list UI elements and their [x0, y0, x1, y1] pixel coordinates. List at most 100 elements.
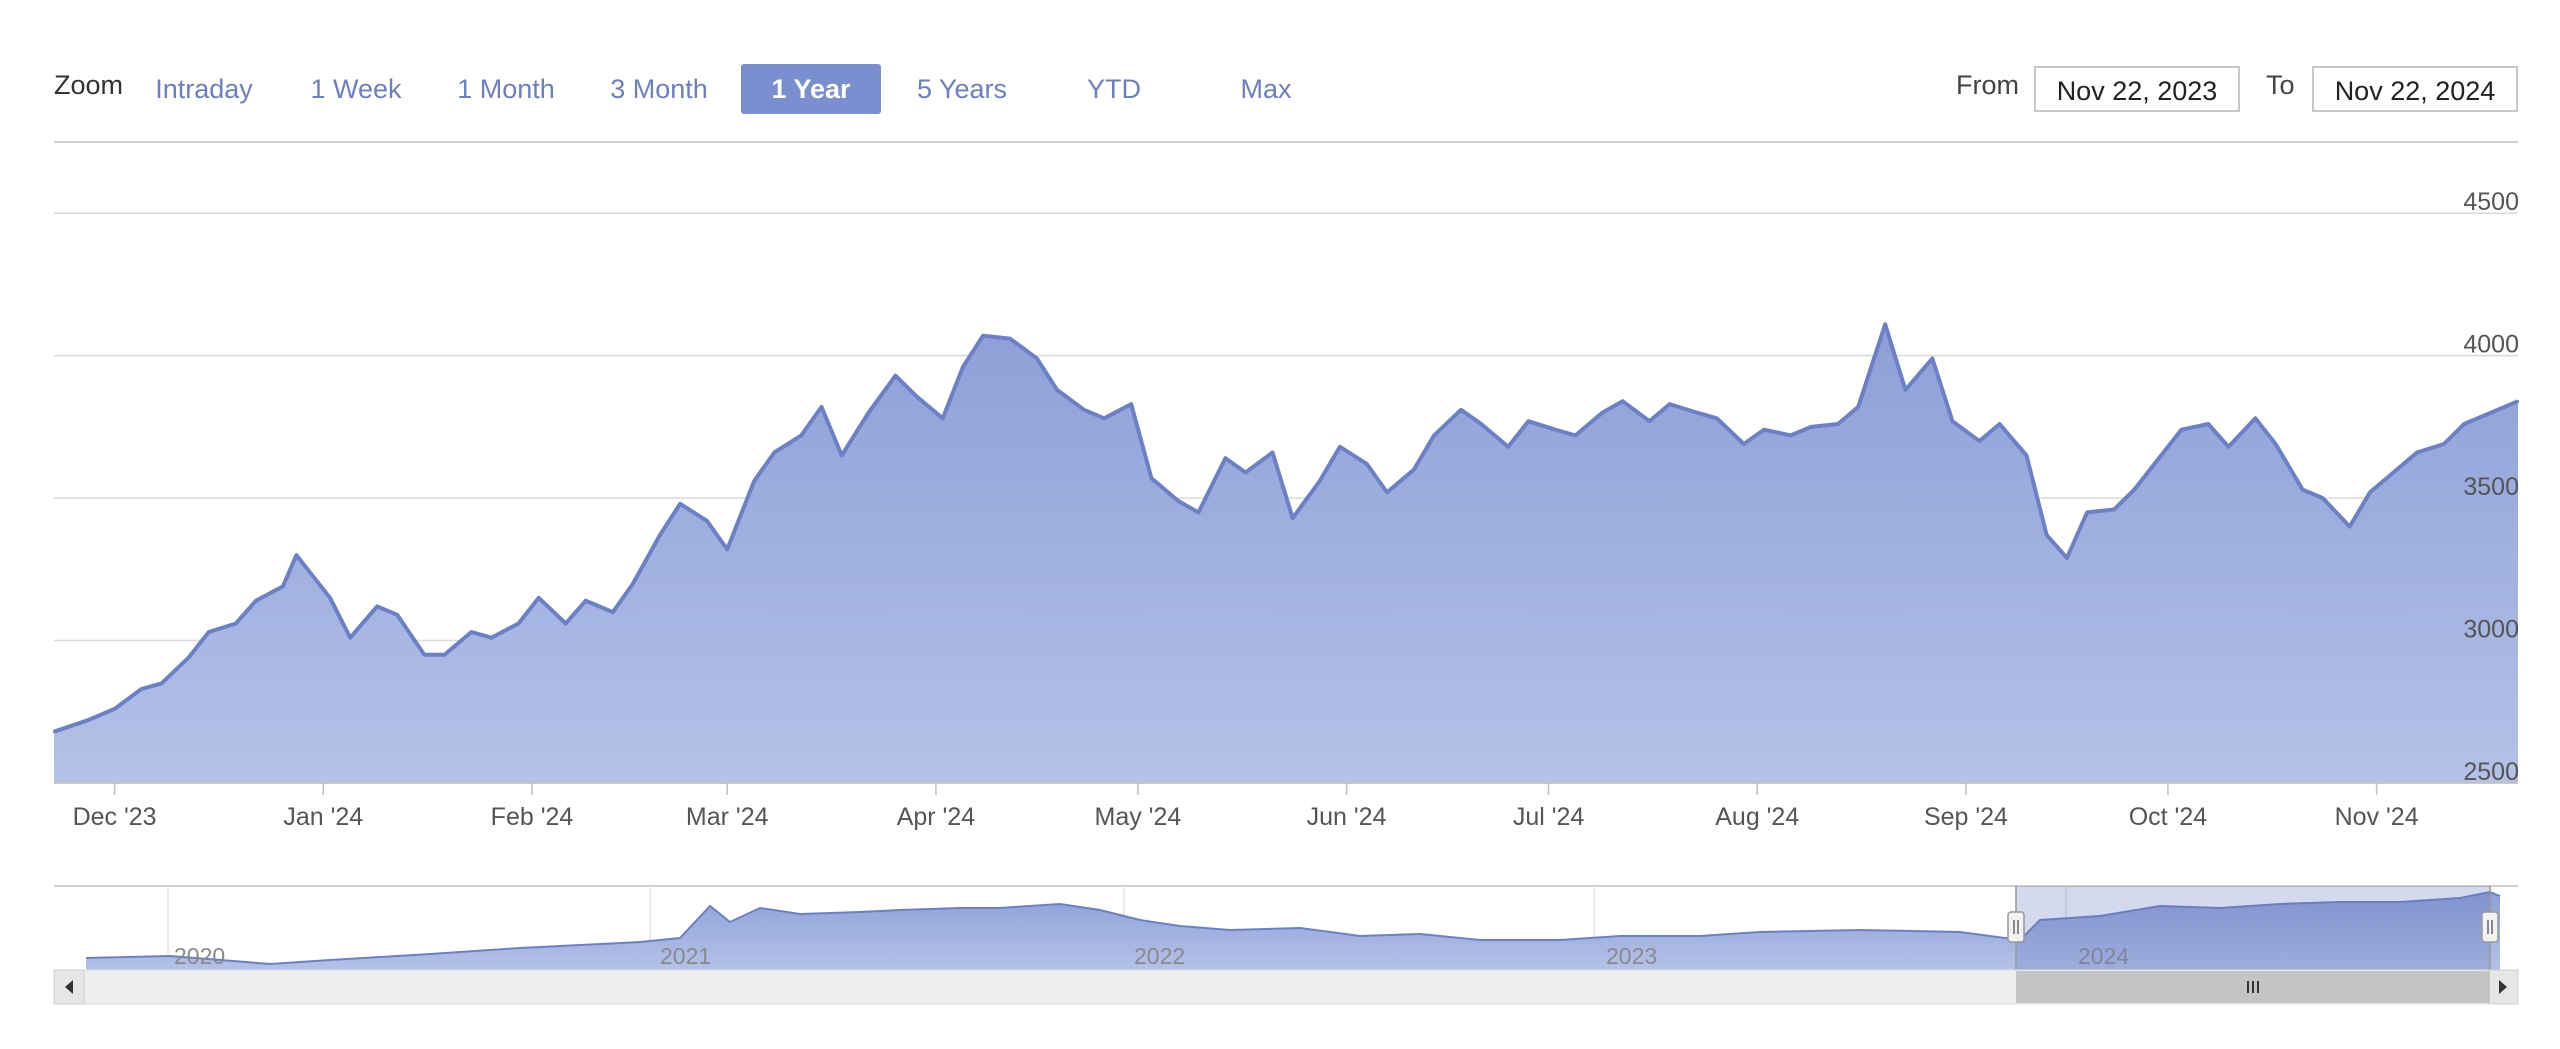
series-area	[54, 324, 2518, 783]
data-point	[1554, 428, 1557, 431]
data-point	[867, 411, 870, 414]
navigator-series-line	[85, 890, 2501, 966]
zoom-ytd-button[interactable]: YTD	[1087, 74, 1141, 104]
data-point	[160, 682, 163, 685]
data-point	[1385, 491, 1389, 494]
zoom-intraday-button[interactable]: Intraday	[155, 74, 253, 104]
data-point	[1244, 471, 1247, 474]
x-tick-label: Mar '24	[686, 803, 769, 831]
data-point	[207, 630, 211, 634]
from-date-input[interactable]: Nov 22, 2023	[2034, 66, 2240, 112]
navigator-series-area	[86, 892, 2500, 970]
data-point	[490, 636, 493, 639]
data-point	[1857, 405, 1860, 409]
data-point	[2207, 422, 2210, 426]
data-point	[1527, 419, 1530, 423]
data-point	[423, 653, 426, 656]
data-point	[914, 394, 917, 397]
data-point	[1809, 425, 1813, 429]
arrow-right-icon	[2499, 980, 2507, 994]
navigator-year-label: 2021	[660, 943, 711, 969]
data-point	[295, 553, 298, 557]
data-point	[941, 417, 944, 420]
data-point	[1998, 422, 2001, 426]
navigator-year-label: 2022	[1134, 943, 1185, 969]
navigator-year-label: 2020	[174, 943, 225, 969]
y-axis-ticks: 2500 3000 3500 4000 4500	[2463, 188, 2519, 786]
data-point	[52, 730, 56, 733]
data-point	[752, 479, 756, 483]
data-point	[187, 656, 190, 659]
data-point	[113, 707, 116, 711]
data-point	[705, 519, 709, 523]
data-point	[2395, 468, 2399, 471]
from-label: From	[1956, 70, 2019, 100]
data-point	[1883, 323, 1887, 326]
data-point	[2159, 454, 2163, 457]
data-point	[631, 582, 635, 585]
data-point	[140, 687, 143, 691]
navigator-left-handle[interactable]	[2007, 911, 2025, 943]
data-point	[1318, 479, 1321, 483]
data-point	[840, 454, 843, 457]
data-point	[2415, 451, 2419, 454]
zoom-1-year-button[interactable]: 1 Year	[741, 64, 881, 114]
x-axis-ticks: Dec '23 Jan '24 Feb '24 Mar '24 Apr '24 May '…	[54, 782, 2518, 831]
data-point	[1506, 445, 1510, 449]
data-point	[1836, 422, 1840, 426]
data-point	[1412, 468, 1416, 471]
navigator-year-label: 2024	[2078, 943, 2129, 969]
navigator-year-label: 2023	[1606, 943, 1657, 969]
navigator-right-handle[interactable]	[2481, 911, 2499, 943]
data-point	[1129, 402, 1133, 406]
y-tick-label: 4000	[2463, 331, 2519, 359]
zoom-1-week-button[interactable]: 1 Week	[310, 74, 402, 104]
x-tick-label: Jun '24	[1307, 803, 1387, 831]
data-point	[658, 533, 662, 537]
data-point	[86, 719, 89, 722]
data-point	[375, 605, 379, 608]
data-point	[1668, 402, 1671, 406]
data-point	[234, 622, 237, 625]
price-series	[52, 322, 2520, 783]
data-point	[2045, 533, 2048, 537]
x-tick-label: Oct '24	[2129, 803, 2208, 831]
data-point	[894, 374, 897, 377]
x-tick-label: Aug '24	[1715, 803, 1799, 831]
navigator[interactable]: 2020 2021 2022 2023 2024	[53, 885, 2519, 1005]
y-tick-label: 3500	[2463, 473, 2519, 501]
x-tick-label: Dec '23	[73, 803, 157, 831]
data-point	[2133, 488, 2136, 491]
zoom-1-month-button[interactable]: 1 Month	[457, 74, 555, 104]
data-point	[773, 451, 776, 454]
x-tick-label: Feb '24	[491, 803, 574, 831]
data-point	[1082, 408, 1086, 411]
zoom-toolbar: Zoom Intraday 1 Week 1 Month 3 Month 1 Y…	[0, 0, 2560, 140]
data-point	[2065, 556, 2069, 560]
zoom-5-years-button[interactable]: 5 Years	[916, 74, 1008, 104]
data-point	[1601, 411, 1604, 414]
data-point	[961, 365, 965, 369]
navigator-selection[interactable]	[2016, 886, 2490, 970]
x-tick-label: Sep '24	[1924, 803, 2008, 831]
data-point	[1291, 516, 1294, 520]
data-point	[1648, 419, 1651, 423]
zoom-3-month-button[interactable]: 3 Month	[610, 74, 708, 104]
x-tick-label: Jul '24	[1513, 803, 1585, 831]
data-point	[726, 548, 729, 551]
data-point	[564, 622, 567, 625]
to-date-input[interactable]: Nov 22, 2024	[2312, 66, 2518, 112]
data-point	[800, 434, 803, 437]
data-point	[1762, 428, 1766, 431]
data-point	[2489, 411, 2493, 414]
data-point	[2254, 417, 2257, 420]
zoom-max-button[interactable]: Max	[1240, 74, 1292, 104]
data-point	[2462, 422, 2466, 426]
data-point	[349, 636, 352, 639]
data-point	[2368, 491, 2372, 494]
data-point	[2085, 511, 2089, 514]
data-point	[2025, 454, 2028, 457]
data-point	[470, 630, 473, 634]
arrow-left-icon	[65, 980, 73, 994]
